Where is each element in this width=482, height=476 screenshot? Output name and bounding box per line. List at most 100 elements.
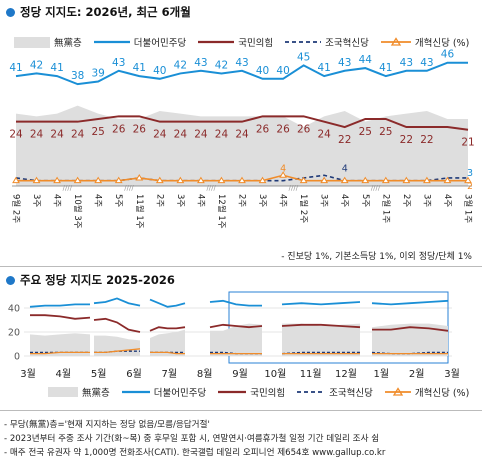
reform-point bbox=[320, 176, 329, 184]
section1-title-text: 정당 지지도: 2026년, 최근 6개월 bbox=[20, 5, 191, 19]
ppp-data-label: 25 bbox=[359, 126, 372, 138]
dem-data-label: 43 bbox=[194, 57, 207, 69]
note-line: - 무당(無黨)층='현재 지지하는 정당 없음/모름/응답거절' bbox=[4, 420, 210, 430]
legend-reform-label: 개혁신당 (%) bbox=[414, 38, 470, 49]
notes-block: - 무당(無黨)층='현재 지지하는 정당 없음/모름/응답거절' - 2023… bbox=[4, 418, 385, 460]
reform-point bbox=[94, 176, 103, 184]
x-tick-label: 1월 2주 bbox=[298, 194, 309, 223]
ppp-data-label: 22 bbox=[400, 134, 413, 146]
ppp-line bbox=[16, 115, 469, 131]
reform-point bbox=[114, 176, 123, 184]
reform-point bbox=[32, 176, 41, 184]
dem-data-label: 41 bbox=[9, 62, 22, 74]
none-area bbox=[282, 323, 360, 356]
x-tick-label: 6월 bbox=[126, 368, 142, 380]
dem-data-label: 41 bbox=[379, 62, 392, 74]
ppp-line bbox=[281, 323, 361, 329]
x-tick-label: 4주 bbox=[442, 194, 452, 207]
chart1-legend: 無黨층 더불어민주당 국민의힘 조국혁신당 개혁신당 (%) bbox=[14, 34, 476, 50]
reform-data-label: 2 bbox=[467, 182, 473, 192]
note-line: - 매주 전국 유권자 약 1,000명 전화조사(CATI). 한국갤럽 데일… bbox=[4, 448, 386, 458]
rebuild-data-label: 4 bbox=[342, 163, 348, 174]
reform-data-label: 4 bbox=[280, 163, 286, 174]
ppp-data-label: 24 bbox=[50, 129, 64, 141]
reform-point bbox=[197, 176, 205, 184]
rebuild-line bbox=[281, 351, 360, 355]
y-tick-label: 0 bbox=[14, 352, 20, 363]
none-area bbox=[372, 323, 448, 356]
x-tick-label: 3주 bbox=[31, 194, 41, 207]
ppp-data-label: 25 bbox=[379, 126, 392, 138]
legend2-item-reform: 개혁신당 (%) bbox=[384, 385, 469, 399]
none-area bbox=[210, 323, 262, 356]
x-tick-label: 4주 bbox=[339, 194, 349, 207]
reform-point bbox=[238, 176, 246, 184]
x-tick-label: 3주 bbox=[319, 194, 329, 207]
ppp-line bbox=[149, 326, 186, 332]
none-area bbox=[150, 329, 185, 356]
dem-line bbox=[93, 297, 141, 307]
ppp-line bbox=[93, 317, 141, 333]
x-tick-label: 3월 1주 bbox=[463, 194, 474, 223]
x-tick-label: 4월 bbox=[56, 368, 72, 380]
reform-point bbox=[402, 176, 411, 184]
section2-title: 주요 정당 지지도 2025-2026 bbox=[6, 272, 175, 288]
ppp-data-label: 24 bbox=[174, 129, 188, 141]
chart2-legend: 無黨층 더불어민주당 국민의힘 조국혁신당 개혁신당 (%) bbox=[48, 384, 476, 400]
x-tick-label: 2주 bbox=[401, 194, 411, 207]
dem-line-icon bbox=[121, 390, 150, 394]
axis-break-mark: //// bbox=[371, 184, 381, 192]
reform-point bbox=[176, 176, 185, 184]
dem-data-label: 40 bbox=[256, 65, 269, 77]
ppp-data-label: 24 bbox=[317, 129, 331, 141]
x-tick-label: 2월 bbox=[409, 368, 425, 380]
reform-line-icon bbox=[384, 387, 411, 396]
x-tick-label: 2주 bbox=[237, 194, 247, 207]
x-tick-label: 2월 1주 bbox=[380, 194, 391, 223]
dem-line bbox=[29, 303, 90, 308]
ppp-data-label: 26 bbox=[112, 123, 126, 135]
x-tick-label: 12월 1주 bbox=[216, 194, 227, 229]
ppp-data-label: 21 bbox=[461, 137, 474, 149]
ppp-data-label: 24 bbox=[215, 129, 229, 141]
reform-point bbox=[53, 176, 61, 184]
x-tick-label: 9월 bbox=[232, 368, 248, 380]
x-tick-label: 3주 bbox=[175, 194, 185, 207]
ppp-data-label: 26 bbox=[256, 123, 270, 135]
dem-data-label: 45 bbox=[297, 51, 310, 63]
dem-data-label: 44 bbox=[359, 54, 373, 66]
dem-data-label: 41 bbox=[317, 62, 330, 74]
section2-title-text: 주요 정당 지지도 2025-2026 bbox=[20, 273, 175, 287]
legend-none-label: 無黨층 bbox=[54, 38, 82, 49]
rebuild-line-icon bbox=[285, 41, 322, 43]
dem-data-label: 43 bbox=[338, 57, 351, 69]
reform-point bbox=[381, 176, 390, 184]
reform-point bbox=[155, 176, 164, 184]
x-tick-label: 4주 bbox=[93, 194, 103, 207]
y-tick-label: 40 bbox=[8, 304, 20, 315]
legend2-item-none: 無黨층 bbox=[48, 385, 110, 399]
reform-point bbox=[12, 176, 20, 184]
reform-point bbox=[340, 176, 349, 184]
x-tick-label: 11월 1주 bbox=[134, 194, 145, 229]
reform-point bbox=[135, 173, 144, 181]
none-area bbox=[30, 333, 90, 356]
x-tick-label: 1월 bbox=[374, 368, 390, 380]
none-swatch-icon bbox=[48, 387, 78, 397]
dem-data-label: 39 bbox=[91, 67, 104, 79]
ppp-line bbox=[372, 326, 449, 332]
legend2-none-label: 無黨층 bbox=[82, 388, 110, 399]
dem-data-label: 43 bbox=[420, 57, 433, 69]
x-tick-label: 9월 2주 bbox=[11, 194, 22, 223]
legend2-item-rebuild: 조국혁신당 bbox=[297, 385, 373, 399]
ppp-data-label: 26 bbox=[276, 123, 290, 135]
reform-line bbox=[150, 351, 185, 355]
dem-data-label: 40 bbox=[153, 65, 166, 77]
reform-point bbox=[279, 171, 287, 178]
section1-title: 정당 지지도: 2026년, 최근 6개월 bbox=[6, 4, 191, 20]
dem-data-label: 43 bbox=[112, 57, 125, 69]
dem-data-label: 38 bbox=[71, 70, 84, 82]
reform-point bbox=[464, 176, 472, 184]
axis-break-mark: //// bbox=[289, 184, 299, 192]
reform-point bbox=[73, 176, 82, 184]
